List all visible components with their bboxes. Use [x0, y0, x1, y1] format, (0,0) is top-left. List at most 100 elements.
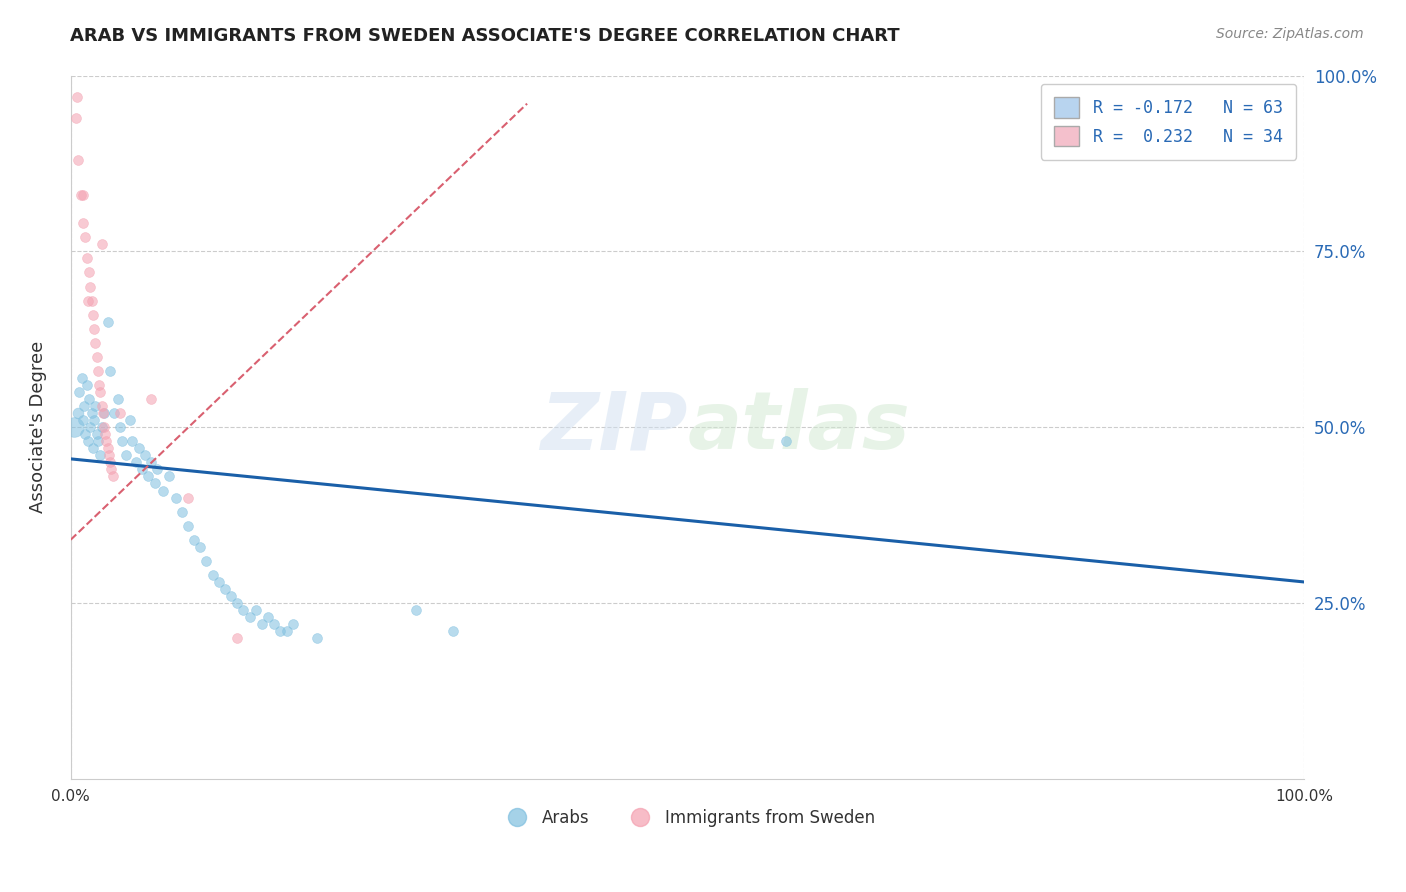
Text: Source: ZipAtlas.com: Source: ZipAtlas.com	[1216, 27, 1364, 41]
Point	[90, 399, 112, 413]
Point	[108, 420, 131, 434]
Point	[66, 89, 89, 103]
Point	[67, 385, 90, 400]
Point	[91, 406, 114, 420]
Point	[441, 624, 464, 639]
Point	[87, 364, 110, 378]
Point	[219, 589, 242, 603]
Point	[214, 582, 236, 596]
Point	[84, 335, 107, 350]
Point	[80, 293, 103, 308]
Point	[96, 434, 118, 449]
Point	[63, 420, 86, 434]
Point	[76, 378, 98, 392]
Point	[177, 491, 200, 505]
Point	[134, 448, 156, 462]
Point	[73, 399, 96, 413]
Point	[107, 392, 129, 406]
Point	[170, 505, 193, 519]
Point	[232, 603, 254, 617]
Text: atlas: atlas	[688, 388, 910, 467]
Point	[276, 624, 298, 639]
Point	[269, 624, 291, 639]
Point	[77, 392, 100, 406]
Point	[82, 308, 104, 322]
Point	[72, 413, 94, 427]
Point	[93, 406, 115, 420]
Point	[101, 469, 124, 483]
Point	[118, 413, 141, 427]
Point	[108, 406, 131, 420]
Point	[97, 448, 120, 462]
Point	[125, 455, 148, 469]
Point	[69, 188, 91, 202]
Point	[152, 483, 174, 498]
Point	[93, 420, 115, 434]
Point	[98, 455, 121, 469]
Point	[90, 237, 112, 252]
Text: ZIP: ZIP	[540, 388, 688, 467]
Point	[405, 603, 427, 617]
Point	[115, 448, 138, 462]
Point	[183, 533, 205, 547]
Point	[226, 632, 249, 646]
Point	[201, 568, 224, 582]
Point	[139, 455, 162, 469]
Point	[77, 265, 100, 279]
Point	[94, 427, 117, 442]
Point	[139, 392, 162, 406]
Point	[263, 617, 285, 632]
Point	[76, 252, 98, 266]
Point	[72, 188, 94, 202]
Point	[195, 554, 218, 568]
Point	[97, 442, 120, 456]
Point	[131, 462, 153, 476]
Point	[97, 315, 120, 329]
Point	[146, 462, 169, 476]
Point	[157, 469, 180, 483]
Point	[82, 442, 104, 456]
Point	[238, 610, 260, 624]
Point	[208, 574, 231, 589]
Point	[250, 617, 273, 632]
Point	[79, 279, 101, 293]
Point	[90, 420, 112, 434]
Point	[84, 399, 107, 413]
Point	[128, 442, 150, 456]
Point	[83, 413, 105, 427]
Point	[177, 518, 200, 533]
Point	[86, 350, 108, 364]
Point	[83, 322, 105, 336]
Point	[226, 596, 249, 610]
Point	[86, 427, 108, 442]
Point	[67, 153, 90, 167]
Y-axis label: Associate's Degree: Associate's Degree	[30, 341, 46, 513]
Point	[281, 617, 304, 632]
Point	[165, 491, 187, 505]
Point	[67, 406, 90, 420]
Point	[111, 434, 134, 449]
Point	[89, 385, 111, 400]
Point	[103, 406, 125, 420]
Point	[245, 603, 267, 617]
Point	[100, 462, 122, 476]
Point	[307, 632, 329, 646]
Point	[89, 448, 111, 462]
Point	[138, 469, 160, 483]
Point	[72, 216, 94, 230]
Point	[257, 610, 280, 624]
Point	[87, 434, 110, 449]
Point	[775, 434, 797, 449]
Point	[98, 364, 121, 378]
Point	[77, 293, 100, 308]
Legend: Arabs, Immigrants from Sweden: Arabs, Immigrants from Sweden	[494, 803, 882, 834]
Point	[188, 540, 211, 554]
Point	[143, 476, 166, 491]
Point	[121, 434, 143, 449]
Point	[75, 230, 97, 244]
Point	[77, 434, 100, 449]
Text: ARAB VS IMMIGRANTS FROM SWEDEN ASSOCIATE'S DEGREE CORRELATION CHART: ARAB VS IMMIGRANTS FROM SWEDEN ASSOCIATE…	[70, 27, 900, 45]
Point	[87, 378, 110, 392]
Point	[80, 406, 103, 420]
Point	[65, 111, 87, 125]
